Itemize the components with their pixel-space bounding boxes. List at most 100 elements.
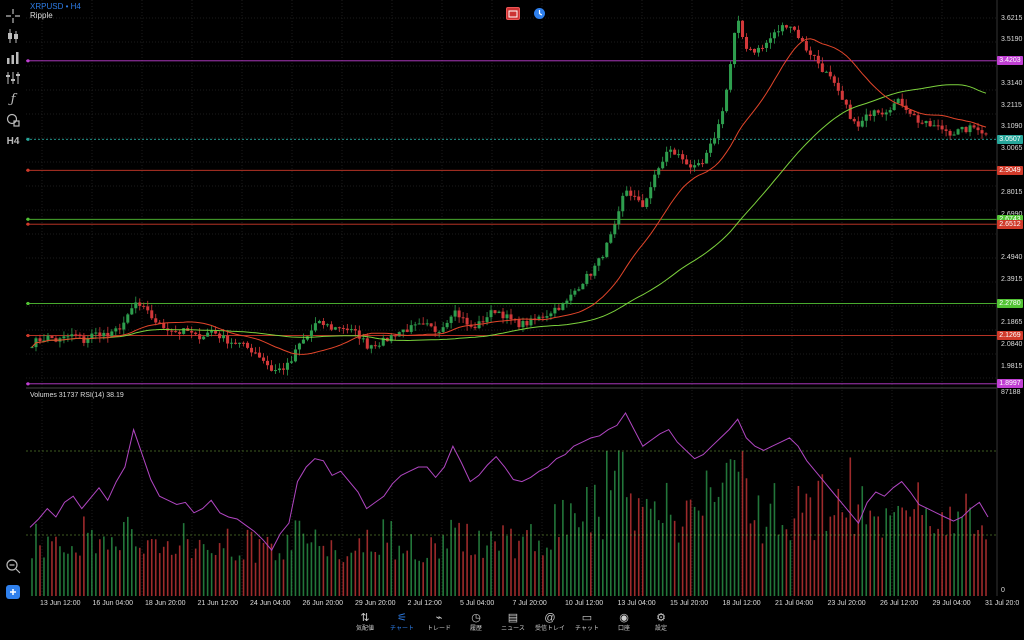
volume-bar (570, 503, 572, 596)
trade-panel-icon[interactable] (506, 7, 520, 20)
volume-bar (462, 551, 464, 596)
volume-bar (138, 547, 141, 596)
candle-body (892, 103, 896, 111)
volume-bar (649, 508, 652, 596)
volume-bar (785, 529, 788, 596)
nav-item-account[interactable]: ◉ 口座 (604, 612, 644, 634)
candle-body (545, 316, 549, 318)
volume-bar (326, 556, 329, 596)
candle-body (393, 335, 397, 337)
volume-bar (969, 507, 971, 596)
candle-body (856, 121, 860, 127)
volume-bar (270, 543, 273, 596)
symbol-title[interactable]: XRPUSD • H4 (30, 2, 81, 11)
candle-body (321, 321, 325, 326)
candle-body (952, 134, 956, 136)
volume-bar (602, 539, 604, 596)
candle-body (413, 324, 417, 326)
volume-bar (103, 536, 105, 596)
volume-bar (166, 541, 169, 596)
nav-item-trade[interactable]: ⌁ トレード (419, 612, 459, 634)
volume-bar (933, 533, 935, 596)
candle-body (776, 31, 780, 33)
time-tick-label: 18 Jun 20:00 (145, 600, 186, 607)
volume-bar (95, 553, 97, 596)
candle-body (848, 104, 852, 119)
volume-bar (170, 554, 173, 596)
candle-body (876, 110, 880, 113)
candle-body (521, 321, 525, 328)
time-tick-label: 16 Jun 04:00 (92, 600, 133, 607)
volume-bar (598, 516, 600, 596)
volume-bar (853, 533, 856, 596)
one-click-trading-icon[interactable] (3, 582, 23, 602)
volume-bar (454, 527, 456, 596)
volume-bar (434, 543, 436, 596)
volume-bar (689, 499, 692, 596)
timeframe-label[interactable]: H4 (6, 136, 20, 147)
zoom-out-icon[interactable] (3, 556, 23, 576)
candle-body (601, 256, 605, 259)
clock-icon[interactable] (532, 7, 546, 20)
volume-bar (334, 550, 337, 596)
volume-bar (961, 516, 963, 596)
candle-body (868, 114, 872, 117)
candle-body (417, 323, 421, 325)
candle-body (864, 114, 868, 121)
volume-bar (861, 486, 864, 596)
volume-bar (218, 543, 221, 596)
objects-icon[interactable] (3, 110, 23, 130)
volume-bar (330, 540, 333, 596)
candle-body (42, 340, 46, 342)
time-tick-label: 29 Jul 04:00 (932, 600, 971, 607)
volume-bar (809, 497, 812, 596)
crosshair-icon[interactable] (3, 6, 23, 26)
bar-chart-icon[interactable] (3, 48, 23, 68)
volume-bar (550, 549, 552, 596)
volume-bar (633, 530, 636, 596)
nav-item-inbox[interactable]: @ 受信トレイ (530, 612, 570, 634)
indicators-icon[interactable] (3, 68, 23, 88)
chat-icon: ▭ (581, 612, 593, 624)
volume-bar (226, 528, 229, 596)
volume-bar (777, 534, 780, 596)
candle-body (609, 234, 613, 243)
volume-bar (354, 550, 357, 596)
volume-bar (825, 530, 828, 596)
volume-bar (79, 555, 81, 596)
volume-bar (865, 524, 868, 596)
nav-item-chat[interactable]: ▭ チャット (567, 612, 607, 634)
candle-body (637, 196, 641, 201)
volume-bar (466, 523, 468, 596)
volume-bar (673, 520, 676, 596)
candle-body (333, 327, 337, 330)
nav-item-chart[interactable]: ⚟ チャート (382, 612, 422, 634)
volume-bar (921, 515, 923, 596)
candle-body (597, 258, 601, 266)
candle-body (677, 154, 681, 156)
candle-body (114, 328, 118, 332)
time-tick-label: 31 Jul 20:0 (985, 600, 1020, 607)
history-icon: ◷ (471, 612, 481, 624)
candle-body (820, 63, 824, 72)
candlestick-series (30, 15, 988, 376)
chart-canvas[interactable] (0, 0, 1024, 610)
candles-icon[interactable] (3, 26, 23, 46)
function-icon[interactable]: ƒ (10, 92, 16, 107)
volume-bar (941, 512, 943, 596)
volume-bar (709, 487, 712, 596)
candle-body (353, 329, 357, 331)
candle-body (389, 335, 393, 342)
nav-item-news[interactable]: ▤ ニュース (493, 612, 533, 634)
nav-item-settings[interactable]: ⚙ 設定 (641, 612, 681, 634)
candle-body (317, 321, 321, 324)
candle-body (373, 345, 377, 347)
candle-body (102, 332, 106, 337)
level-price-badge: 2.1269 (997, 331, 1023, 341)
candle-body (689, 164, 693, 168)
volume-bar (917, 482, 919, 596)
candle-body (529, 318, 533, 326)
nav-item-quotes[interactable]: ⇅ 気配値 (345, 612, 385, 634)
price-tick-label: 2.8015 (1001, 188, 1023, 196)
nav-item-history[interactable]: ◷ 履歴 (456, 612, 496, 634)
